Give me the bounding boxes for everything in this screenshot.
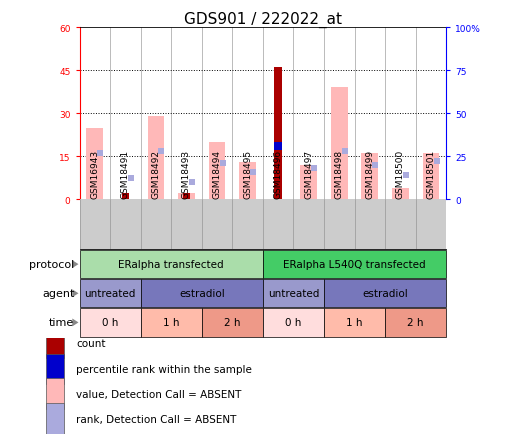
Text: untreated: untreated — [85, 289, 136, 299]
Bar — [331, 88, 348, 200]
Bar — [392, 188, 409, 200]
Bar — [86, 128, 103, 200]
Bar — [209, 142, 226, 200]
Text: time: time — [49, 318, 74, 328]
Text: value, Detection Call = ABSENT: value, Detection Call = ABSENT — [76, 389, 242, 399]
Bar — [202, 309, 263, 337]
Text: estradiol: estradiol — [179, 289, 225, 299]
Bar — [46, 328, 64, 358]
Bar — [274, 68, 282, 200]
Text: count: count — [76, 339, 106, 348]
Text: estradiol: estradiol — [362, 289, 408, 299]
Bar — [148, 117, 164, 200]
Bar — [300, 165, 317, 200]
Bar — [263, 279, 324, 308]
Bar — [80, 309, 141, 337]
Bar — [263, 309, 324, 337]
Bar — [141, 279, 263, 308]
Bar — [239, 162, 256, 200]
Title: GDS901 / 222022_at: GDS901 / 222022_at — [184, 12, 342, 28]
Bar — [324, 279, 446, 308]
Text: agent: agent — [42, 289, 74, 299]
Bar — [46, 404, 64, 434]
Text: 1 h: 1 h — [163, 318, 180, 328]
Text: 2 h: 2 h — [224, 318, 241, 328]
Text: 0 h: 0 h — [102, 318, 119, 328]
Text: percentile rank within the sample: percentile rank within the sample — [76, 364, 252, 374]
Bar — [324, 309, 385, 337]
Bar — [46, 354, 64, 385]
Bar — [263, 250, 446, 279]
Bar — [423, 154, 440, 200]
Bar — [46, 378, 64, 409]
Text: 2 h: 2 h — [407, 318, 424, 328]
Bar — [122, 194, 129, 200]
Bar — [385, 309, 446, 337]
Bar — [183, 194, 190, 200]
Bar — [80, 279, 141, 308]
Bar — [141, 309, 202, 337]
Text: untreated: untreated — [268, 289, 319, 299]
Text: 0 h: 0 h — [285, 318, 302, 328]
Text: 1 h: 1 h — [346, 318, 363, 328]
Bar — [80, 250, 263, 279]
Text: ERalpha L540Q transfected: ERalpha L540Q transfected — [283, 260, 426, 270]
Bar — [362, 154, 378, 200]
Text: rank, Detection Call = ABSENT: rank, Detection Call = ABSENT — [76, 414, 236, 424]
Text: ERalpha transfected: ERalpha transfected — [119, 260, 224, 270]
Bar — [178, 194, 195, 200]
Text: protocol: protocol — [29, 260, 74, 270]
